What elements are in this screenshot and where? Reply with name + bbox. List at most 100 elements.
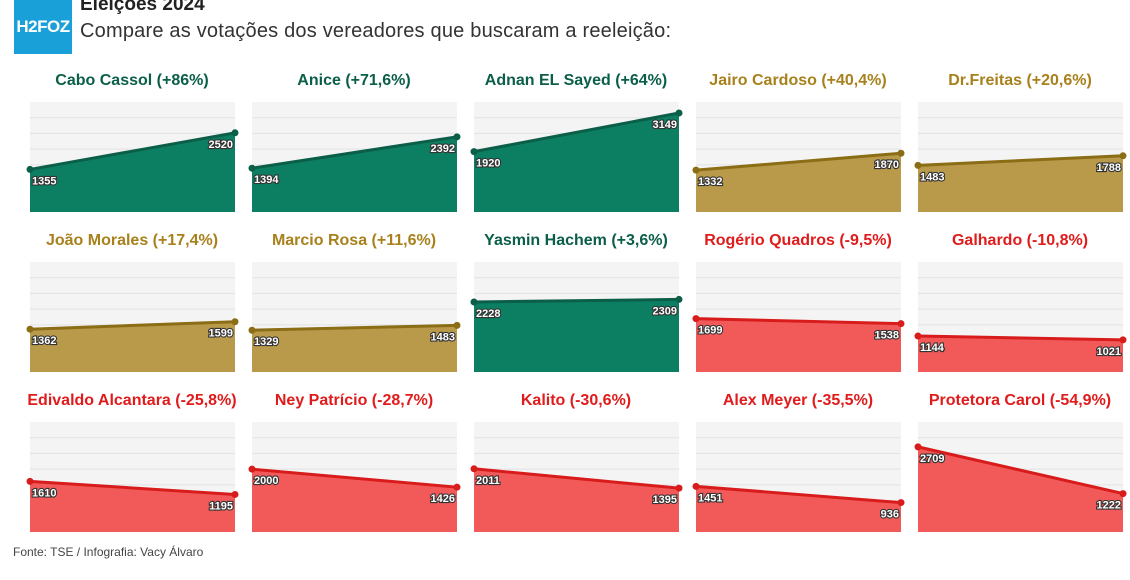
area-fill [252,136,457,212]
point-start [914,443,922,451]
area-chart: 1362 1599 [26,262,239,372]
area-fill [696,486,901,532]
panel-15: Protetora Carol (-54,9%) 2709 1222 [910,392,1130,547]
point-end [675,484,683,492]
panel-title: Anice (+71,6%) [297,72,411,89]
panel-7: Marcio Rosa (+11,6%) 1329 1483 [244,232,464,387]
area-fill [252,325,457,372]
area-chart: 1920 3149 [470,102,683,212]
value-label-end: 1426 [431,493,455,505]
value-label-end: 2520 [209,139,233,151]
point-end [675,295,683,303]
point-end [453,483,461,491]
value-label-start: 1144 [920,342,945,354]
panel-12: Ney Patrício (-28,7%) 2000 1426 [244,392,464,547]
value-label-end: 1538 [875,330,899,342]
value-label-start: 1329 [254,336,278,348]
panel-title: João Morales (+17,4%) [45,232,219,249]
point-start [914,161,922,169]
source-credit: Fonte: TSE / Infografia: Vacy Álvaro [13,545,204,559]
panel-10: Galhardo (-10,8%) 1144 1021 [910,232,1130,387]
panel-6: João Morales (+17,4%) 1362 1599 [22,232,242,387]
value-label-end: 1021 [1097,346,1121,358]
area-chart: 2000 1426 [248,422,461,532]
panel-title: Dr.Freitas (+20,6%) [948,72,1092,89]
value-label-start: 2011 [476,475,500,487]
series-line [917,334,1124,342]
value-label-start: 1362 [32,335,56,347]
series-line [695,484,902,505]
value-label-end: 1599 [209,328,233,340]
value-label-start: 2709 [920,453,944,465]
area-fill [30,132,235,212]
panel-2: Anice (+71,6%) 1394 2392 [244,72,464,227]
panel-title: Ney Patrício (-28,7%) [274,392,434,409]
series-line [29,131,236,171]
point-end [453,133,461,141]
panel-title: Jairo Cardoso (+40,4%) [709,72,887,89]
point-start [26,477,34,485]
point-end [453,321,461,329]
panel-title: Edivaldo Alcantara (-25,8%) [27,392,237,409]
panel-13: Kalito (-30,6%) 2011 1395 [466,392,686,547]
series-line [695,317,902,326]
area-chart: 1610 1195 [26,422,239,532]
value-label-start: 1610 [32,487,56,499]
area-fill [252,469,457,532]
area-chart: 1332 1870 [692,102,905,212]
point-start [26,325,34,333]
value-label-end: 936 [881,509,899,521]
panel-14: Alex Meyer (-35,5%) 1451 936 [688,392,908,547]
panel-title: Yasmin Hachem (+3,6%) [484,232,668,249]
point-start [248,465,256,473]
panel-title: Alex Meyer (-35,5%) [722,392,874,409]
value-label-end: 1483 [431,331,455,343]
area-chart: 1144 1021 [914,262,1127,372]
value-label-start: 2000 [254,475,278,487]
value-label-start: 2228 [476,308,500,320]
area-fill [30,321,235,372]
panel-5: Dr.Freitas (+20,6%) 1483 1788 [910,72,1130,227]
series-line [695,151,902,172]
point-start [26,165,34,173]
panel-title: Galhardo (-10,8%) [951,232,1089,249]
area-chart: 1329 1483 [248,262,461,372]
panel-1: Cabo Cassol (+86%) 1355 2520 [22,72,242,227]
value-label-end: 2392 [431,143,455,155]
area-fill [30,481,235,532]
panel-title: Marcio Rosa (+11,6%) [271,232,437,249]
chart-title: Eleições 2024 [80,0,205,15]
value-label-start: 1920 [476,158,500,170]
series-line [473,111,680,154]
panel-3: Adnan EL Sayed (+64%) 1920 3149 [466,72,686,227]
point-end [675,109,683,117]
point-start [248,164,256,172]
series-line [29,320,236,331]
point-start [248,326,256,334]
area-chart: 1699 1538 [692,262,905,372]
panel-title: Cabo Cassol (+86%) [55,72,209,89]
value-label-start: 1483 [920,171,944,183]
value-label-end: 1870 [875,159,899,171]
point-end [231,318,239,326]
panel-title: Kalito (-30,6%) [520,392,632,409]
panel-9: Rogério Quadros (-9,5%) 1699 1538 [688,232,908,387]
series-line [917,154,1124,167]
value-label-end: 1195 [209,500,233,512]
area-chart: 1483 1788 [914,102,1127,212]
chart-subtitle: Compare as votações dos vereadores que b… [80,20,672,42]
series-line [917,445,1124,496]
area-chart: 1355 2520 [26,102,239,212]
point-start [470,298,478,306]
point-end [1119,336,1127,344]
series-line [251,467,458,489]
point-start [692,315,700,323]
area-chart: 1394 2392 [248,102,461,212]
value-label-start: 1394 [254,174,279,186]
area-chart: 1451 936 [692,422,905,532]
point-start [470,148,478,156]
panel-title: Protetora Carol (-54,9%) [928,392,1112,409]
series-line [251,135,458,170]
series-line [251,323,458,332]
area-fill [696,318,901,372]
